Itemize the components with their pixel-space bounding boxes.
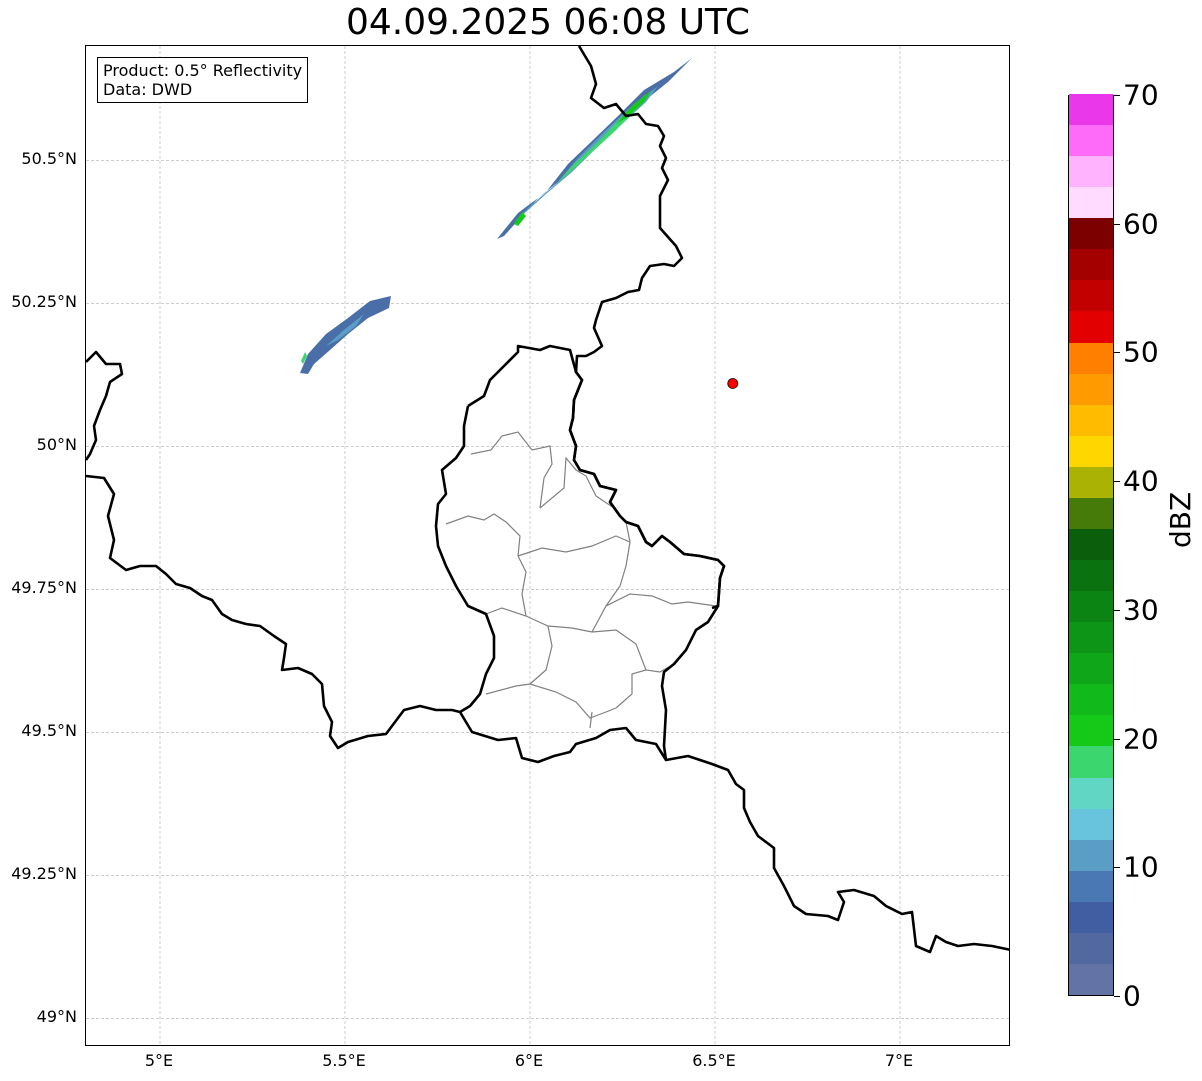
colorbar-segment — [1069, 155, 1113, 188]
border-france-belgium-south — [86, 474, 1009, 954]
colorbar-segment — [1069, 435, 1113, 467]
colorbar-segment — [1069, 186, 1113, 219]
colorbar-tick — [1114, 95, 1120, 96]
colorbar-tick-label: 50 — [1123, 335, 1159, 369]
lat-tick-label: 49.75°N — [11, 578, 77, 598]
colorbar-segment — [1069, 248, 1113, 281]
echo-north-core3 — [514, 212, 526, 226]
colorbar-tick — [1114, 738, 1120, 740]
colorbar-tick-label: 60 — [1123, 207, 1159, 241]
lat-tick-label: 50.25°N — [11, 292, 77, 312]
graticule — [86, 46, 1009, 1045]
colorbar-segment — [1069, 93, 1113, 126]
colorbar-tick-label: 70 — [1123, 78, 1159, 112]
lon-tick-label: 6°E — [514, 1051, 544, 1070]
colorbar-segment — [1069, 559, 1113, 592]
lon-tick-label: 7°E — [884, 1051, 914, 1070]
colorbar-segment — [1069, 217, 1113, 250]
colorbar-segment — [1069, 932, 1113, 964]
lat-tick-label: 50.5°N — [21, 149, 77, 169]
lon-tick-label: 5.5°E — [322, 1051, 366, 1070]
border-luxembourg — [467, 344, 726, 761]
colorbar-tick — [1114, 481, 1120, 483]
border-belgium-netherlands-germany — [568, 46, 726, 610]
district-boundaries — [445, 431, 717, 729]
lat-tick-label: 50°N — [36, 435, 77, 455]
map-canvas[interactable] — [86, 46, 1010, 1046]
lat-tick-label: 49°N — [36, 1007, 77, 1027]
colorbar-tick — [1114, 223, 1120, 225]
border-lux-west — [434, 405, 496, 714]
lon-tick-label: 5°E — [144, 1051, 174, 1070]
reflectivity-colorbar — [1068, 93, 1114, 996]
colorbar-segment — [1069, 528, 1113, 561]
colorbar-segment — [1069, 963, 1113, 995]
colorbar-segment — [1069, 404, 1113, 436]
lat-tick-label: 49.25°N — [11, 864, 77, 884]
colorbar-segment — [1069, 124, 1113, 157]
colorbar-tick — [1114, 609, 1120, 611]
lat-tick-label: 49.5°N — [21, 721, 77, 741]
radar-station-marker[interactable] — [727, 378, 739, 389]
colorbar-segment — [1069, 652, 1113, 685]
radar-echoes — [300, 58, 692, 374]
lon-tick-label: 6.5°E — [692, 1051, 736, 1070]
national-borders — [86, 46, 1009, 954]
echo-west-core — [301, 352, 307, 364]
colorbar-segment — [1069, 279, 1113, 312]
data-source-label: Data: DWD — [103, 80, 193, 99]
colorbar-segment — [1069, 590, 1113, 623]
colorbar-segment — [1069, 808, 1113, 840]
colorbar-tick — [1114, 996, 1120, 997]
colorbar-segment — [1069, 839, 1113, 871]
map-title: 04.09.2025 06:08 UTC — [345, 2, 751, 43]
colorbar-title: dBZ — [1164, 491, 1197, 548]
colorbar-tick — [1114, 867, 1120, 869]
colorbar-segment — [1069, 745, 1113, 778]
echo-west-outer — [300, 296, 391, 374]
echo-west-mid — [326, 314, 364, 346]
colorbar-segment — [1069, 497, 1113, 529]
colorbar-segment — [1069, 714, 1113, 747]
radar-map[interactable] — [85, 45, 1010, 1046]
colorbar-tick-label: 0 — [1123, 979, 1141, 1013]
colorbar-segment — [1069, 901, 1113, 933]
colorbar-segment — [1069, 870, 1113, 902]
border-france-west — [86, 350, 124, 461]
colorbar-segment — [1069, 621, 1113, 654]
product-label: Product: 0.5° Reflectivity — [103, 61, 303, 80]
colorbar-segment — [1069, 466, 1113, 498]
colorbar-tick-label: 20 — [1123, 722, 1159, 756]
colorbar-segment — [1069, 683, 1113, 716]
colorbar-tick-label: 40 — [1123, 464, 1159, 498]
colorbar-segment — [1069, 311, 1113, 343]
colorbar-tick — [1114, 352, 1120, 354]
echo-north-core2 — [616, 90, 652, 124]
product-info-box: Product: 0.5° Reflectivity Data: DWD — [97, 57, 309, 103]
colorbar-tick-label: 30 — [1123, 593, 1159, 627]
colorbar-segment — [1069, 342, 1113, 374]
colorbar-segment — [1069, 777, 1113, 809]
colorbar-tick-label: 10 — [1123, 850, 1159, 884]
colorbar-segment — [1069, 373, 1113, 405]
